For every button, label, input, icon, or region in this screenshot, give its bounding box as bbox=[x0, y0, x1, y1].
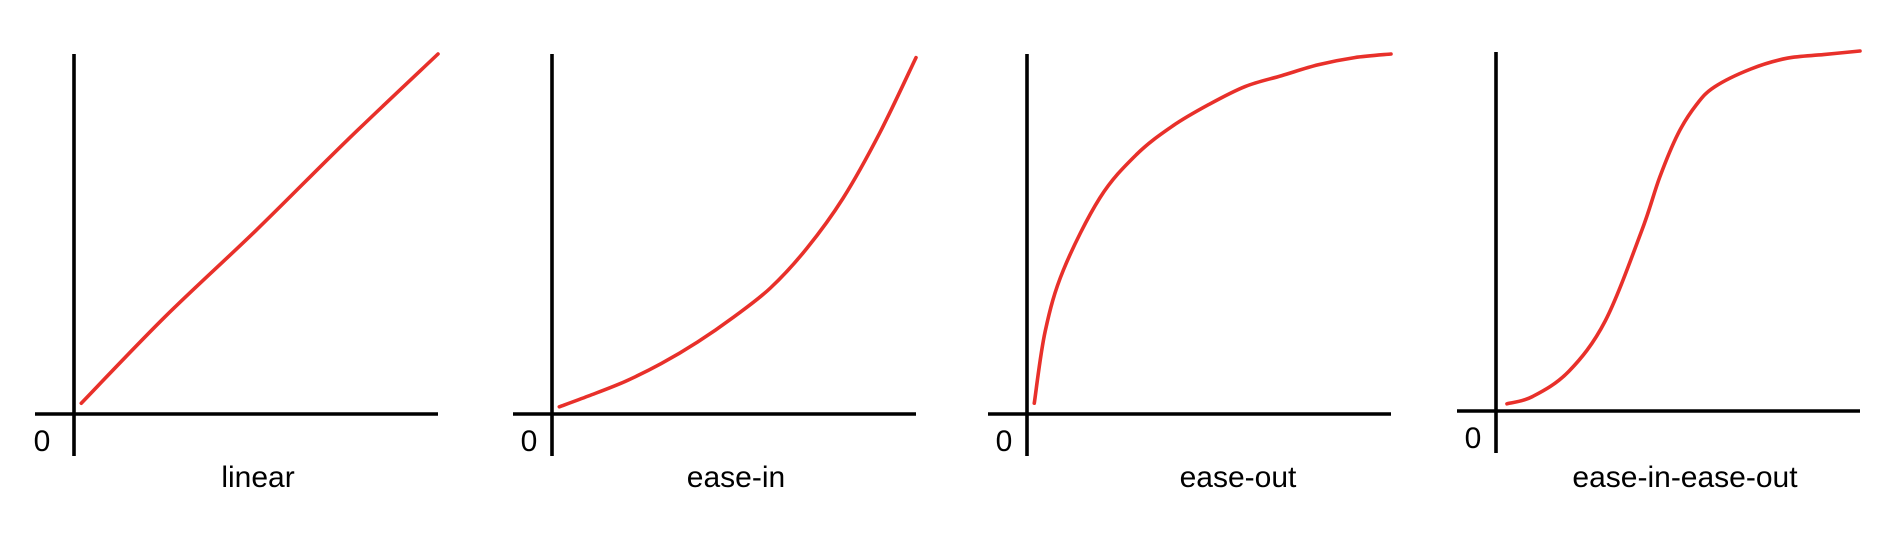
origin-label: 0 bbox=[521, 425, 538, 458]
chart-title: linear bbox=[221, 461, 294, 494]
origin-label: 0 bbox=[996, 425, 1013, 458]
series-line bbox=[79, 52, 440, 405]
chart-title: ease-out bbox=[1180, 461, 1297, 494]
chart-linear: 0 linear bbox=[34, 52, 440, 494]
series-line bbox=[1032, 52, 1393, 405]
series-line bbox=[557, 55, 918, 409]
chart-title: ease-in-ease-out bbox=[1572, 461, 1798, 494]
origin-label: 0 bbox=[34, 425, 51, 458]
series-line bbox=[1505, 49, 1862, 406]
chart-ease-out: 0 ease-out bbox=[988, 52, 1393, 494]
chart-title: ease-in bbox=[687, 461, 785, 494]
chart-ease-in: 0 ease-in bbox=[513, 54, 918, 494]
origin-label: 0 bbox=[1465, 422, 1482, 455]
chart-ease-in-ease-out: 0 ease-in-ease-out bbox=[1457, 49, 1862, 494]
